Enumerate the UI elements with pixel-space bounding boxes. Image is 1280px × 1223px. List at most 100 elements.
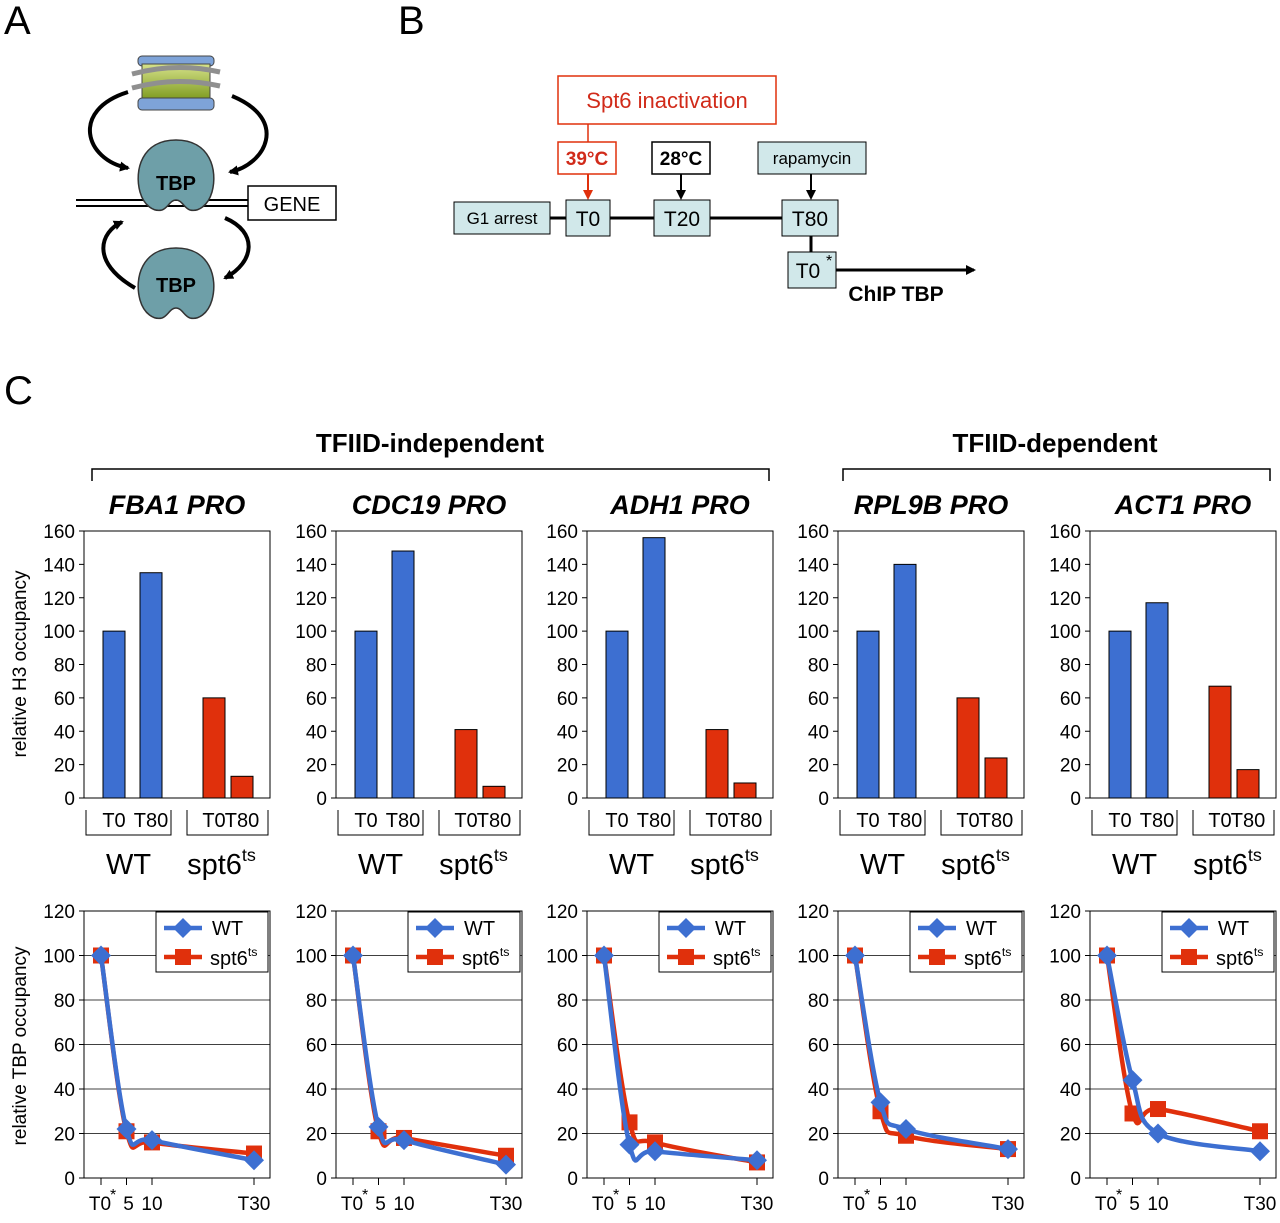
x-tick-label: T0: [89, 1194, 111, 1215]
x-tick-label: T0: [1108, 810, 1131, 832]
strain-label-wt: WT: [1112, 849, 1157, 881]
legend: WT spt6ts: [407, 911, 521, 973]
x-tick-label: T0: [1208, 810, 1231, 832]
x-tick-label: T0: [341, 1194, 363, 1215]
series-line-wt: [98, 955, 255, 1163]
x-tick-label: T30: [490, 1194, 523, 1215]
y-tick-label: 60: [306, 1036, 327, 1057]
x-tick-label: 10: [895, 1194, 916, 1215]
line-chart-4: 0 20 40 60 80 100 120 T0* 5 10 T30 WT spt6ts: [797, 902, 1025, 1215]
point-wt: [1148, 1123, 1168, 1144]
y-tick-label: 40: [1060, 1080, 1081, 1101]
y-tick-label: 80: [808, 991, 829, 1012]
x-tick-label: T80: [1231, 810, 1265, 832]
y-tick-label: 0: [818, 1169, 829, 1190]
bar-wt: [102, 630, 126, 799]
line-chart-5: 0 20 40 60 80 100 120 T0* 5 10 T30 WT spt6ts: [1049, 902, 1277, 1215]
legend-label-wt: WT: [715, 918, 746, 940]
point-wt: [343, 945, 363, 966]
legend-box: [909, 911, 1023, 973]
x-tick-star: *: [362, 1187, 368, 1204]
point-wt: [896, 1119, 916, 1140]
y-tick-label: 60: [557, 689, 578, 710]
group-title-independent: TFIID-independent: [316, 428, 545, 458]
y-tick-label: 80: [306, 656, 327, 677]
x-tick-label: T0: [1095, 1194, 1117, 1215]
panel-letter-a: A: [4, 0, 31, 43]
strain-label-wt: WT: [106, 849, 151, 881]
strain-label-spt6: spt6ts: [1193, 845, 1262, 881]
legend-box: [155, 911, 269, 973]
x-tick-label: 5: [123, 1194, 134, 1215]
x-tick-star: *: [110, 1187, 116, 1204]
timepoint-t20-label: T20: [664, 208, 700, 231]
y-tick-label: 100: [295, 947, 327, 968]
gene-label: GENE: [264, 194, 321, 216]
chart-title: ACT1 PRO: [1114, 490, 1252, 520]
series-line-wt: [350, 955, 507, 1167]
strain-label-spt6: spt6ts: [941, 845, 1010, 881]
point-wt: [91, 945, 111, 966]
y-tick-label: 60: [1060, 689, 1081, 710]
point-wt: [619, 1134, 640, 1155]
y-tick-label: 0: [818, 789, 829, 810]
line-chart-3: 0 20 40 60 80 100 120 T0* 5 10 T30 WT spt6ts: [546, 902, 774, 1215]
bar-spt6: [230, 775, 254, 799]
strain-label-wt: WT: [609, 849, 654, 881]
strain-label-spt6: spt6ts: [187, 845, 256, 881]
strain-bracket: [438, 810, 521, 836]
point-wt: [1250, 1141, 1270, 1162]
legend-label-wt: WT: [212, 918, 243, 940]
y-tick-label: 0: [64, 1169, 75, 1190]
y-tick-label: 80: [557, 656, 578, 677]
y-tick-label: 100: [546, 947, 578, 968]
y-tick-label: 20: [306, 1125, 327, 1146]
y-tick-label: 140: [295, 555, 327, 576]
y-tick-label: 40: [306, 1080, 327, 1101]
point-wt: [496, 1154, 516, 1175]
bar-spt6: [454, 729, 478, 799]
legend-marker-wt: [927, 918, 947, 938]
y-tick-label: 80: [557, 991, 578, 1012]
y-tick-label: 140: [43, 555, 75, 576]
x-tick-star: *: [864, 1187, 870, 1204]
y-tick-label: 160: [546, 522, 578, 543]
point-wt: [142, 1130, 162, 1151]
strain-bracket: [1192, 810, 1275, 836]
bar-wt: [139, 572, 163, 799]
x-tick-label: T30: [238, 1194, 271, 1215]
y-tick-label: 40: [808, 722, 829, 743]
group-bracket-dependent: [842, 468, 1271, 481]
y-tick-label: 20: [54, 756, 75, 777]
y-tick-label: 100: [797, 947, 829, 968]
legend-label-spt6: spt6ts: [1216, 945, 1263, 970]
bar-spt6: [956, 697, 980, 799]
y-tick-label: 80: [1060, 656, 1081, 677]
bar-spt6: [705, 729, 729, 799]
y-tick-label: 120: [1049, 902, 1081, 923]
bar-spt6: [733, 782, 757, 799]
legend-box: [658, 911, 772, 973]
chart-title: RPL9B PRO: [854, 490, 1009, 520]
x-tick-label: T0: [605, 810, 628, 832]
point-wt: [116, 1119, 137, 1140]
point-wt: [845, 945, 865, 966]
y-tick-label: 120: [295, 902, 327, 923]
timepoint-t80-label: T80: [792, 208, 828, 231]
point-wt: [368, 1116, 389, 1137]
tbp-bound-label: TBP: [156, 173, 196, 195]
legend-marker-wt: [173, 918, 193, 938]
legend-label-spt6: spt6ts: [964, 945, 1011, 970]
point-wt: [1097, 945, 1117, 966]
legend-marker-wt: [1179, 918, 1199, 938]
x-tick-label: T0: [454, 810, 477, 832]
y-tick-label: 80: [306, 991, 327, 1012]
y-tick-label: 40: [54, 722, 75, 743]
exchange-arrow-top-right: [228, 94, 269, 176]
legend-box: [407, 911, 521, 973]
y-tick-label: 20: [808, 1125, 829, 1146]
